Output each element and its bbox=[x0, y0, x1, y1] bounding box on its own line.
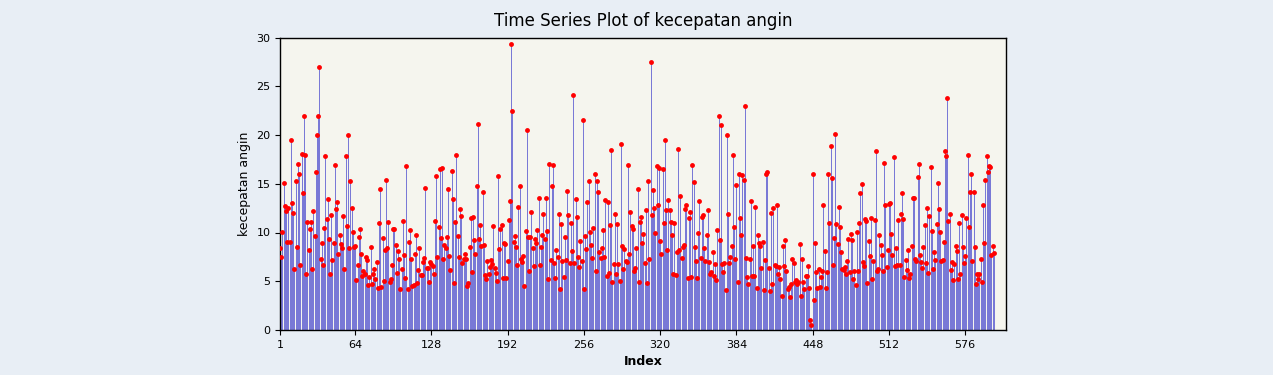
Y-axis label: kecepatan angin: kecepatan angin bbox=[238, 132, 251, 236]
Title: Time Series Plot of kecepatan angin: Time Series Plot of kecepatan angin bbox=[494, 12, 792, 30]
X-axis label: Index: Index bbox=[624, 355, 662, 368]
